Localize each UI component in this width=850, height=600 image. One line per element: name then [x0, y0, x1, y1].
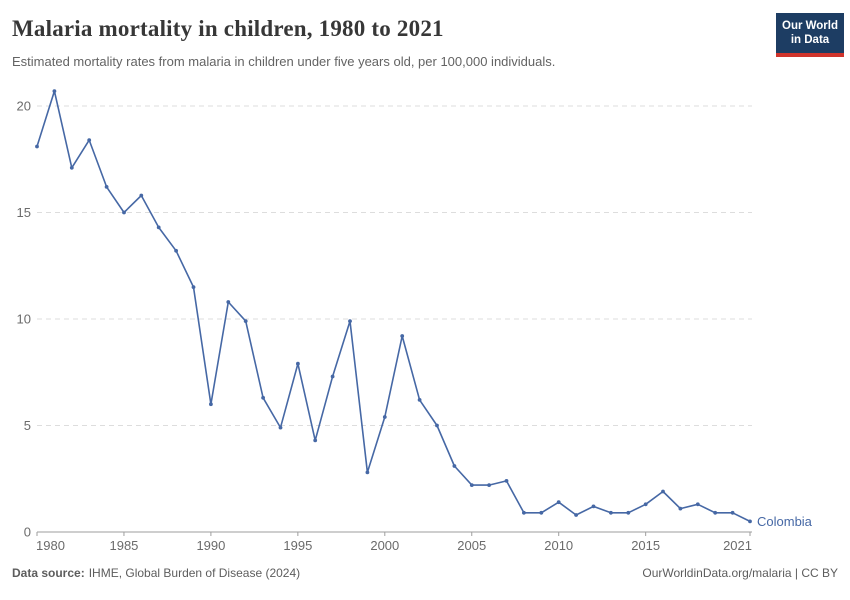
data-point[interactable] [191, 285, 196, 289]
data-point[interactable] [278, 425, 283, 430]
data-point[interactable] [139, 193, 144, 198]
data-point[interactable] [261, 395, 265, 400]
data-point[interactable] [661, 489, 665, 494]
page-title: Malaria mortality in children, 1980 to 2… [12, 16, 444, 41]
owid-logo-line2: in Data [790, 34, 830, 47]
data-point[interactable] [122, 210, 126, 215]
owid-logo[interactable]: Our World in Data [776, 13, 844, 57]
data-point[interactable] [69, 165, 74, 170]
data-point[interactable] [695, 502, 700, 507]
data-point[interactable] [174, 248, 179, 253]
data-point[interactable] [226, 300, 231, 304]
x-axis-label: 1985 [109, 538, 138, 553]
data-point[interactable] [487, 483, 491, 487]
data-point[interactable] [591, 504, 596, 509]
owid-logo-line1: Our World [782, 20, 839, 32]
data-source-text: IHME, Global Burden of Disease (2024) [88, 566, 301, 580]
data-point[interactable] [348, 319, 352, 323]
data-point[interactable] [313, 438, 318, 443]
x-axis-label: 2000 [370, 538, 399, 553]
chart-footer: Data source: IHME, Global Burden of Disea… [12, 566, 838, 580]
data-point[interactable] [556, 500, 561, 505]
data-source: Data source: IHME, Global Burden of Disea… [12, 566, 300, 580]
x-axis-label: 2010 [544, 538, 573, 553]
data-point[interactable] [522, 510, 526, 515]
data-point[interactable] [330, 374, 335, 379]
data-point[interactable] [417, 398, 422, 402]
y-axis-label: 10 [17, 312, 31, 327]
data-point[interactable] [435, 423, 439, 428]
data-point[interactable] [209, 402, 213, 407]
x-axis-label: 2015 [631, 538, 660, 553]
data-point[interactable] [730, 510, 735, 515]
data-point[interactable] [87, 138, 92, 143]
data-point[interactable] [609, 510, 613, 515]
data-point[interactable] [539, 510, 544, 515]
data-point[interactable] [626, 510, 631, 515]
x-axis-label: 1990 [196, 538, 225, 553]
data-point[interactable] [156, 225, 161, 230]
data-point[interactable] [678, 506, 683, 511]
data-point[interactable] [52, 89, 57, 93]
data-point[interactable] [104, 185, 109, 189]
data-point[interactable] [296, 361, 300, 366]
attribution[interactable]: OurWorldinData.org/malaria | CC BY [642, 566, 838, 580]
data-point[interactable] [748, 519, 752, 524]
y-axis-label: 0 [24, 525, 31, 540]
y-axis-label: 5 [24, 418, 31, 433]
data-point[interactable] [713, 510, 718, 515]
data-point[interactable] [382, 415, 387, 419]
y-axis-label: 15 [17, 205, 31, 220]
chart-subtitle: Estimated mortality rates from malaria i… [12, 54, 556, 69]
data-point[interactable] [504, 479, 509, 483]
data-point[interactable] [365, 470, 370, 475]
x-axis-label: 2005 [457, 538, 486, 553]
data-line[interactable] [36, 90, 751, 523]
x-axis-label: 1980 [36, 538, 65, 553]
data-point[interactable] [243, 319, 248, 323]
y-axis-label: 20 [17, 99, 31, 114]
data-point[interactable] [452, 464, 457, 468]
data-point[interactable] [574, 513, 578, 517]
data-point[interactable] [643, 502, 648, 507]
x-axis-label: 2021 [723, 538, 752, 553]
data-point[interactable] [469, 483, 474, 487]
data-point[interactable] [35, 144, 39, 149]
data-source-label: Data source: [12, 566, 85, 580]
x-axis-label: 1995 [283, 538, 312, 553]
data-point[interactable] [400, 334, 405, 338]
series-end-label[interactable]: Colombia [757, 514, 813, 529]
